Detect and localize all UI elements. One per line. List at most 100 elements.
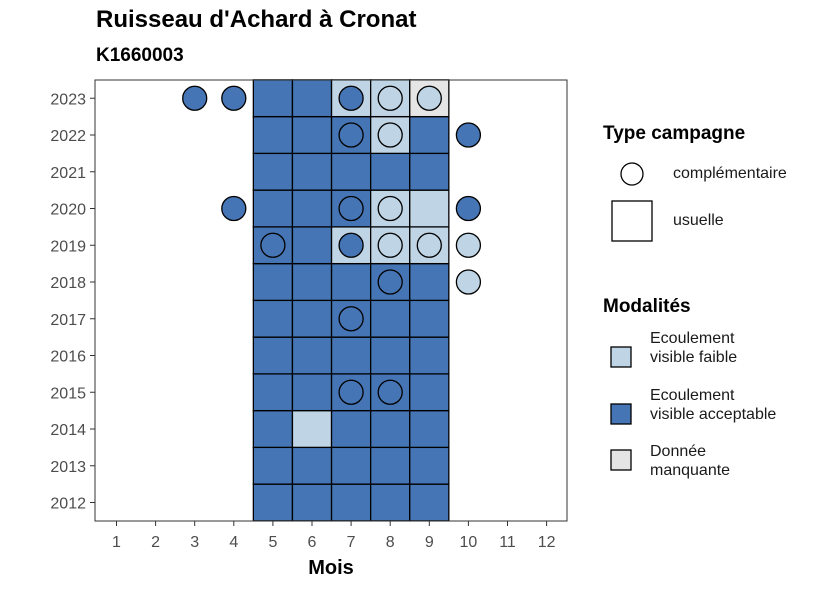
usuelle-cell (252, 79, 294, 118)
complementaire-point (377, 195, 403, 222)
y-tick-label: 2020 (50, 202, 86, 219)
y-axis: 2012 2013 2014 2015 2016 2017 2018 2019 2020 2021… (50, 91, 95, 513)
complementaire-point (260, 232, 286, 258)
usuelle-cell (252, 115, 294, 155)
usuelle-cell (291, 299, 333, 338)
y-tick-label: 2018 (50, 275, 86, 292)
usuelle-cell (330, 336, 372, 375)
legend-keys (610, 162, 653, 471)
complementaire-point (455, 195, 482, 222)
complementaire-point (221, 85, 247, 111)
usuelle-cell (369, 483, 411, 522)
y-tick-label: 2023 (50, 91, 86, 108)
usuelle-cell (409, 373, 450, 412)
usuelle-cell (252, 373, 294, 412)
usuelle-cell (409, 299, 450, 338)
usuelle-cell (409, 189, 450, 228)
usuelle-cell (252, 299, 294, 338)
usuelle-cell (291, 79, 333, 118)
usuelle-cell (252, 189, 294, 228)
usuelle-cell (330, 483, 372, 522)
usuelle-cell (369, 152, 411, 191)
usuelle-cell (409, 262, 450, 302)
complementaire-point (338, 195, 364, 222)
y-tick-label: 2022 (50, 128, 86, 145)
usuelle-cell (291, 226, 333, 265)
complementaire-point (377, 269, 403, 295)
complementaire-point (377, 85, 403, 111)
complementaire-point (377, 379, 403, 405)
complementaire-point (221, 195, 247, 222)
x-tick-label: 5 (268, 534, 277, 551)
complementaire-point (455, 122, 482, 148)
x-tick-label: 3 (190, 534, 199, 551)
legend-acceptable-label: Ecoulement visible acceptable (650, 387, 777, 423)
usuelle-cell (252, 336, 294, 375)
usuelle-cell (291, 483, 333, 522)
complementaire-point (377, 122, 403, 148)
legend-modalites-title: Modalités (603, 296, 691, 317)
usuelle-cell (252, 409, 294, 449)
usuelle-cell (330, 262, 372, 302)
usuelle-cell (291, 189, 333, 228)
y-tick-label: 2017 (50, 312, 86, 329)
legend-type-complementaire-label: complémentaire (673, 165, 787, 182)
usuelle-cell (252, 483, 294, 522)
x-tick-label: 7 (347, 534, 356, 551)
usuelle-cell (291, 373, 333, 412)
usuelle-cell (409, 152, 450, 191)
legend-complementaire-key (620, 162, 644, 186)
usuelle-cell (409, 409, 450, 449)
complementaire-point (182, 85, 208, 111)
complementaire-point (338, 306, 364, 332)
usuelle-cell (252, 152, 294, 191)
legend-manquante-key (610, 449, 632, 471)
usuelle-cell (330, 152, 372, 191)
usuelle-cell (330, 446, 372, 485)
x-tick-label: 6 (308, 534, 317, 551)
legend-manquante-label: Donnée manquante (650, 443, 731, 479)
complementaire-point (338, 379, 364, 405)
chart-title: Ruisseau d'Achard à Cronat (96, 6, 417, 33)
legend-faible-key (610, 346, 632, 368)
x-tick-label: 10 (460, 534, 478, 551)
legend-type-title: Type campagne (603, 123, 746, 144)
usuelle-cell (409, 115, 450, 155)
usuelle-cell (409, 336, 450, 375)
usuelle-cell (409, 446, 450, 485)
usuelle-cell (291, 262, 333, 302)
usuelle-cell (291, 115, 333, 155)
usuelle-cell (291, 336, 333, 375)
x-tick-label: 2 (151, 534, 160, 551)
y-tick-label: 2021 (50, 165, 86, 182)
complementaire-point (338, 232, 364, 258)
complementaire-points (182, 85, 482, 405)
x-tick-label: 12 (538, 534, 556, 551)
complementaire-point (377, 232, 403, 258)
panel-border (94, 79, 568, 522)
y-tick-label: 2019 (50, 238, 86, 255)
x-axis-label: Mois (308, 557, 354, 579)
legend-faible-label: Ecoulement visible faible (650, 330, 738, 366)
usuelle-cell (291, 409, 333, 449)
complementaire-point (455, 232, 482, 258)
complementaire-point (338, 85, 364, 111)
legend-usuelle-key (611, 200, 653, 242)
usuelle-cell (409, 483, 450, 522)
y-tick-label: 2016 (50, 349, 86, 366)
y-tick-label: 2015 (50, 385, 86, 402)
y-tick-label: 2013 (50, 459, 86, 476)
usuelle-cell (369, 336, 411, 375)
usuelle-cell (369, 409, 411, 449)
usuelle-cell (291, 152, 333, 191)
x-tick-label: 11 (499, 534, 516, 551)
usuelle-cell (252, 262, 294, 302)
x-tick-label: 9 (425, 534, 434, 551)
x-axis: 1 2 3 4 5 6 7 8 9 10 11 12 (112, 521, 556, 551)
usuelle-cell (252, 446, 294, 485)
complementaire-point (455, 269, 482, 295)
y-tick-label: 2012 (50, 496, 86, 513)
x-tick-label: 1 (112, 534, 121, 551)
y-tick-label: 2014 (50, 422, 86, 439)
